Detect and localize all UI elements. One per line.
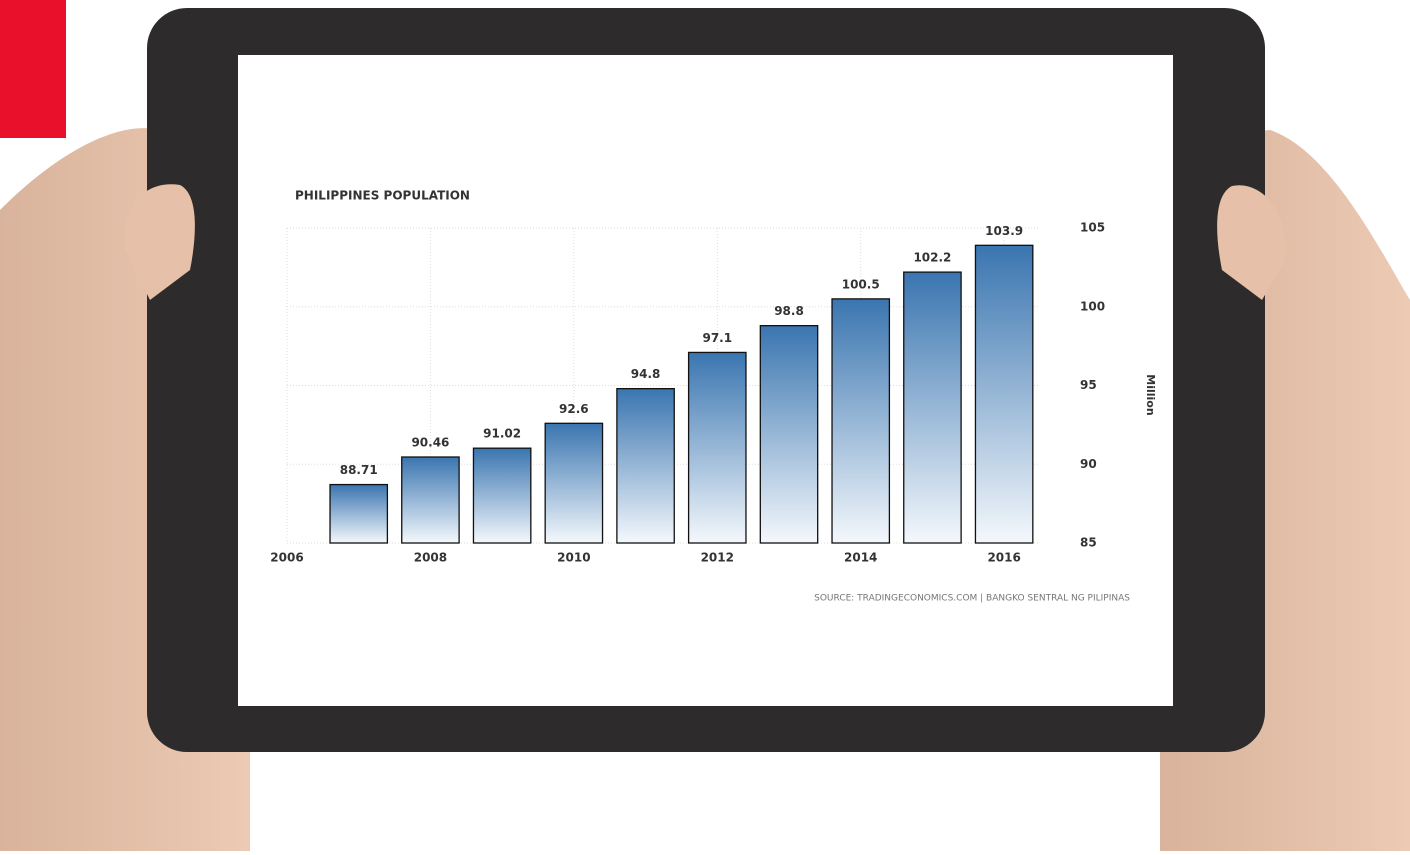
bar <box>903 271 962 544</box>
value-label: 100.5 <box>842 277 880 291</box>
bar <box>472 447 532 544</box>
chart: 85 90 95 100 105 2006 2008 2010 2012 2014 2016 Mill… <box>270 221 1157 565</box>
x-tick-label: 2010 <box>557 551 590 565</box>
left-thumb <box>124 184 195 300</box>
bar <box>401 456 460 544</box>
y-tick-label: 85 <box>1080 536 1097 550</box>
value-label: 90.46 <box>411 436 449 450</box>
value-label: 103.9 <box>985 224 1023 238</box>
x-tick-label: 2014 <box>844 551 877 565</box>
bar <box>687 351 747 544</box>
y-tick-label: 95 <box>1080 378 1097 392</box>
value-label: 102.2 <box>913 251 951 265</box>
x-tick-label: 2006 <box>270 551 303 565</box>
value-label: 97.1 <box>702 331 732 345</box>
x-tick-label: 2016 <box>987 551 1020 565</box>
value-label: 88.71 <box>340 463 378 477</box>
value-label: 98.8 <box>774 304 804 318</box>
bar <box>831 298 891 544</box>
y-tick-label: 90 <box>1080 457 1097 471</box>
x-tick-label: 2008 <box>414 551 447 565</box>
y-tick-label: 105 <box>1080 221 1105 235</box>
value-label: 94.8 <box>631 367 661 381</box>
bar <box>616 387 675 544</box>
bar <box>759 324 819 544</box>
brand-block <box>0 0 66 138</box>
x-tick-label: 2012 <box>701 551 734 565</box>
y-tick-label: 100 <box>1080 299 1105 313</box>
source-note: SOURCE: TRADINGECONOMICS.COM | BANGKO SE… <box>814 594 1130 604</box>
chart-title: PHILIPPINES POPULATION <box>295 189 470 203</box>
value-label: 91.02 <box>483 427 521 441</box>
y-axis-label: Million <box>1144 374 1157 415</box>
bar <box>974 244 1034 544</box>
value-label: 92.6 <box>559 402 589 416</box>
bar <box>544 422 604 544</box>
bar <box>329 483 389 544</box>
right-thumb <box>1217 185 1286 300</box>
